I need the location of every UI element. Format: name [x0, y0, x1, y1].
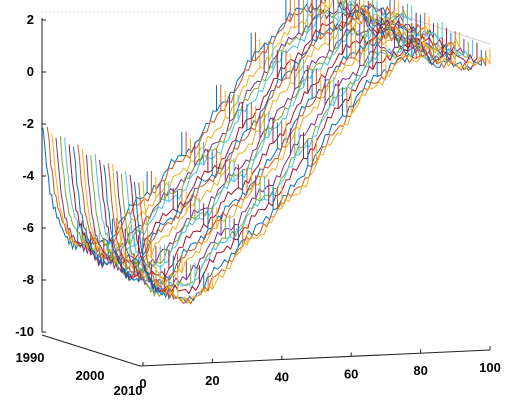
series-line-1990 [42, 0, 391, 252]
z-tick-label: -6 [22, 220, 34, 235]
z-tick-label: 2 [27, 12, 34, 27]
series-line-1997 [72, 7, 421, 268]
series-line-2012 [138, 45, 487, 305]
series-line-1992 [51, 0, 399, 255]
x-tick-label: 100 [479, 360, 501, 375]
z-tick-label: -10 [15, 324, 34, 339]
series-line-1999 [81, 11, 430, 272]
x-tick-label: 80 [413, 363, 427, 378]
y-axis-line [41, 334, 141, 367]
series-line-2000 [86, 17, 434, 279]
series-line-2003 [99, 19, 447, 282]
series-line-2010 [129, 38, 478, 295]
series-line-2013 [142, 43, 491, 305]
z-tick-label: -8 [22, 272, 34, 287]
z-tick-label: -2 [22, 116, 34, 131]
series-line-1991 [46, 0, 395, 247]
y-tick-label: 1990 [16, 350, 45, 365]
x-tick-label: 20 [205, 373, 219, 388]
series-group [42, 0, 491, 305]
z-tick-label: -4 [22, 168, 34, 183]
x-tick-label: 60 [344, 366, 358, 381]
y-tick-label: 2010 [114, 383, 143, 398]
series-line-2006 [112, 26, 461, 288]
z-tick-label: 0 [27, 64, 34, 79]
series-line-2004 [103, 28, 452, 286]
y-tick-label: 2000 [76, 368, 105, 383]
x-tick-label: 40 [275, 370, 289, 385]
x-axis-line [139, 349, 491, 367]
x-tick-label: 0 [139, 376, 146, 391]
series-line-1993 [55, 0, 404, 261]
